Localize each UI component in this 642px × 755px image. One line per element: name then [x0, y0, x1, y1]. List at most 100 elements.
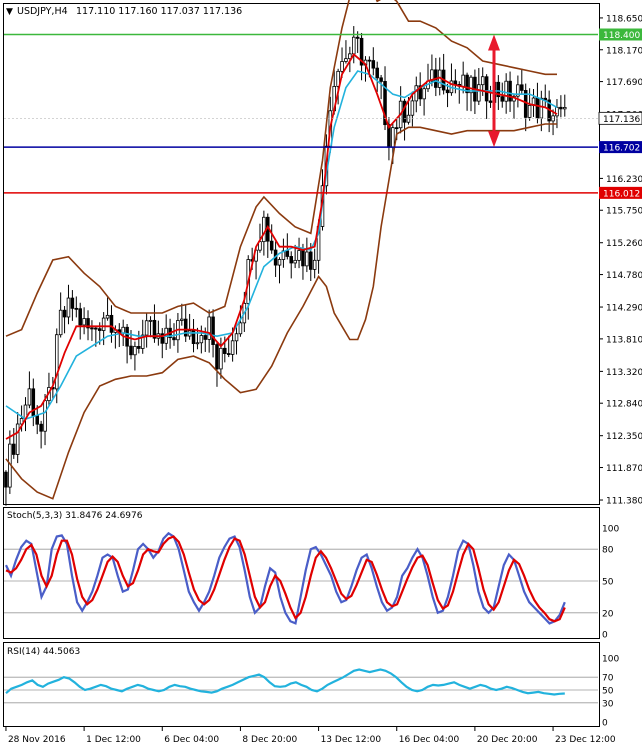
- candle-body: [488, 100, 493, 103]
- ma-fast-line: [5, 53, 558, 440]
- candle-body: [445, 89, 450, 94]
- level-label-bg-resistance: [599, 28, 642, 41]
- candle-body: [312, 259, 317, 270]
- price-axis-label: 114.290: [606, 304, 642, 314]
- osc-axis-label: 0: [602, 631, 608, 641]
- candle-body: [484, 76, 489, 102]
- candle-body: [12, 443, 16, 455]
- candle-body: [101, 317, 106, 331]
- osc-axis-label: 30: [602, 699, 614, 709]
- candle-body: [105, 314, 110, 319]
- candle-body: [461, 74, 465, 87]
- osc-line-signal: [5, 535, 566, 623]
- candle-body: [94, 327, 98, 330]
- candle-body: [199, 335, 204, 344]
- candle-body: [207, 316, 211, 340]
- osc-axis-label: 80: [602, 546, 614, 556]
- price-axis-label: 115.750: [606, 207, 642, 217]
- price-panel: 118.650118.170117.690117.200116.720116.2…: [4, 0, 642, 507]
- price-axis-label: 118.650: [606, 14, 642, 24]
- candle-body: [86, 318, 90, 329]
- candle-body: [453, 80, 458, 85]
- candle-body: [223, 347, 227, 354]
- time-axis-label: 23 Dec 12:00: [555, 735, 616, 745]
- osc-axis-label: 20: [602, 609, 614, 619]
- time-axis-label: 28 Nov 2016: [8, 735, 66, 745]
- price-axis-label: 113.810: [606, 335, 642, 345]
- price-panel-frame: [3, 3, 600, 505]
- candle-body: [285, 250, 290, 257]
- candle-body: [480, 76, 485, 86]
- candle-body: [520, 84, 524, 91]
- candle-body: [379, 77, 383, 82]
- candle-body: [15, 423, 20, 455]
- candle-body: [70, 297, 75, 309]
- candle-body: [269, 240, 274, 251]
- candle-body: [4, 471, 8, 488]
- candle-body: [348, 53, 352, 60]
- osc-axis-label: 50: [602, 578, 614, 588]
- candle-body: [371, 60, 376, 69]
- candle-body: [414, 85, 419, 102]
- candle-body: [82, 318, 86, 326]
- candle-body: [19, 418, 24, 425]
- bollinger-upper-line: [5, 0, 557, 337]
- candle-body: [160, 333, 165, 344]
- candle-body: [406, 114, 411, 123]
- stoch-panel-frame: [3, 507, 600, 639]
- candle-body: [559, 106, 563, 110]
- candle-body: [58, 309, 63, 336]
- rsi-label: RSI(14) 44.5063: [7, 647, 80, 657]
- candle-body: [297, 250, 301, 261]
- rsi-panel: 100 70 50 30 0: [4, 655, 619, 729]
- candle-body: [351, 36, 356, 55]
- price-axis-label: 118.170: [606, 46, 642, 56]
- ohlc-readout: 117.110 117.160 117.037 117.136: [76, 6, 242, 17]
- candle-body: [277, 259, 282, 266]
- level-label-resistance: 118.400: [603, 31, 640, 41]
- time-axis-label: 8 Dec 20:00: [242, 735, 297, 745]
- candle-body: [340, 61, 344, 72]
- candle-body: [219, 347, 223, 370]
- candle-body: [43, 400, 47, 432]
- price-axis-label: 115.260: [606, 239, 642, 249]
- candle-body: [422, 88, 426, 100]
- candle-body: [516, 84, 520, 97]
- candle-body: [133, 346, 137, 356]
- candle-body: [129, 345, 133, 356]
- candle-body: [148, 319, 153, 322]
- candle-body: [508, 80, 512, 102]
- time-axis-label: 20 Dec 20:00: [477, 735, 538, 745]
- candle-body: [539, 97, 544, 119]
- candle-body: [527, 105, 532, 118]
- level-label-support: 116.702: [603, 144, 640, 154]
- candle-body: [477, 84, 481, 102]
- candle-body: [410, 100, 415, 116]
- candle-body: [394, 127, 399, 130]
- time-axis-label: 13 Dec 12:00: [321, 735, 382, 745]
- candle-body: [191, 330, 196, 344]
- candle-body: [195, 342, 200, 345]
- candle-body: [359, 37, 364, 66]
- candle-body: [402, 100, 407, 123]
- candle-body: [39, 423, 43, 432]
- candle-body: [172, 337, 176, 341]
- current-price-label: 117.136: [603, 115, 640, 125]
- candle-body: [152, 319, 157, 339]
- price-axis-label: 117.690: [606, 78, 642, 88]
- candle-body: [226, 353, 231, 355]
- osc-axis-label: 100: [602, 655, 619, 665]
- candle-body: [27, 388, 32, 406]
- candle-body: [344, 58, 348, 62]
- candle-body: [383, 81, 387, 126]
- candle-body: [375, 67, 379, 79]
- time-axis-label: 6 Dec 04:00: [164, 735, 219, 745]
- candle-body: [215, 344, 219, 370]
- stoch-label: Stoch(5,3,3) 31.8476 24.6976: [7, 511, 143, 521]
- symbol-dropdown-icon[interactable]: ▼: [6, 7, 13, 17]
- rsi-panel-frame: [3, 642, 600, 727]
- chart-symbol-label: USDJPY,H4: [17, 6, 68, 17]
- candle-body: [238, 322, 243, 335]
